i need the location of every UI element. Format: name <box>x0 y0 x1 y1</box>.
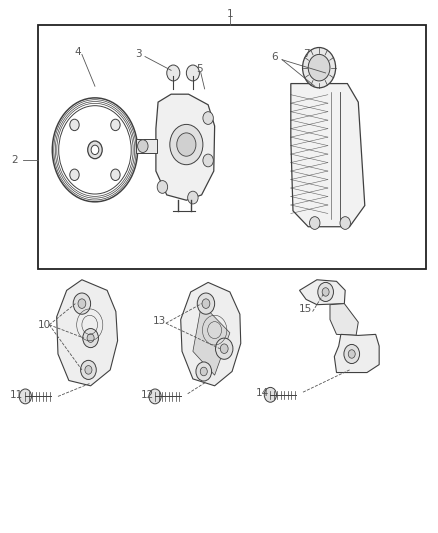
Text: 3: 3 <box>135 50 142 59</box>
Circle shape <box>322 288 329 296</box>
Text: 2: 2 <box>11 156 18 165</box>
Circle shape <box>203 112 213 124</box>
Circle shape <box>348 350 355 358</box>
Circle shape <box>310 216 320 229</box>
Circle shape <box>187 191 198 204</box>
Text: 1: 1 <box>226 9 233 19</box>
Polygon shape <box>181 282 241 386</box>
Circle shape <box>91 145 99 155</box>
Circle shape <box>308 54 330 81</box>
Circle shape <box>83 328 99 348</box>
Circle shape <box>197 293 215 314</box>
Circle shape <box>303 47 336 88</box>
Circle shape <box>87 334 94 342</box>
Circle shape <box>215 338 233 359</box>
Ellipse shape <box>111 169 120 181</box>
Circle shape <box>340 216 350 229</box>
Text: 15: 15 <box>299 304 312 314</box>
Ellipse shape <box>70 169 79 181</box>
Text: 5: 5 <box>196 64 203 74</box>
Circle shape <box>202 299 210 309</box>
Circle shape <box>149 389 161 404</box>
Bar <box>39 25 426 269</box>
Text: 10: 10 <box>38 320 51 330</box>
Ellipse shape <box>70 119 79 131</box>
Polygon shape <box>334 334 379 373</box>
Circle shape <box>186 65 199 81</box>
Circle shape <box>200 367 207 376</box>
Polygon shape <box>300 280 345 305</box>
Polygon shape <box>291 84 365 227</box>
Circle shape <box>318 282 333 302</box>
Text: 4: 4 <box>74 47 81 56</box>
Circle shape <box>138 140 148 152</box>
Polygon shape <box>156 94 215 200</box>
Circle shape <box>170 124 203 165</box>
Circle shape <box>196 362 212 381</box>
Text: 13: 13 <box>152 316 166 326</box>
Bar <box>136 139 157 152</box>
Polygon shape <box>193 304 230 375</box>
Circle shape <box>157 181 168 193</box>
Ellipse shape <box>111 119 120 131</box>
Circle shape <box>81 360 96 379</box>
Circle shape <box>344 344 360 364</box>
Polygon shape <box>330 304 358 335</box>
Text: 14: 14 <box>256 387 269 398</box>
Text: 7: 7 <box>303 50 309 59</box>
Text: 11: 11 <box>10 390 23 400</box>
Circle shape <box>167 65 180 81</box>
Text: 6: 6 <box>272 52 278 61</box>
Polygon shape <box>57 280 117 386</box>
Text: 12: 12 <box>141 390 154 400</box>
Circle shape <box>73 293 91 314</box>
Circle shape <box>220 344 228 353</box>
Circle shape <box>203 154 213 167</box>
Circle shape <box>85 366 92 374</box>
Circle shape <box>19 389 32 404</box>
Circle shape <box>88 141 102 159</box>
Circle shape <box>264 387 276 402</box>
Circle shape <box>78 299 86 309</box>
Circle shape <box>177 133 196 156</box>
